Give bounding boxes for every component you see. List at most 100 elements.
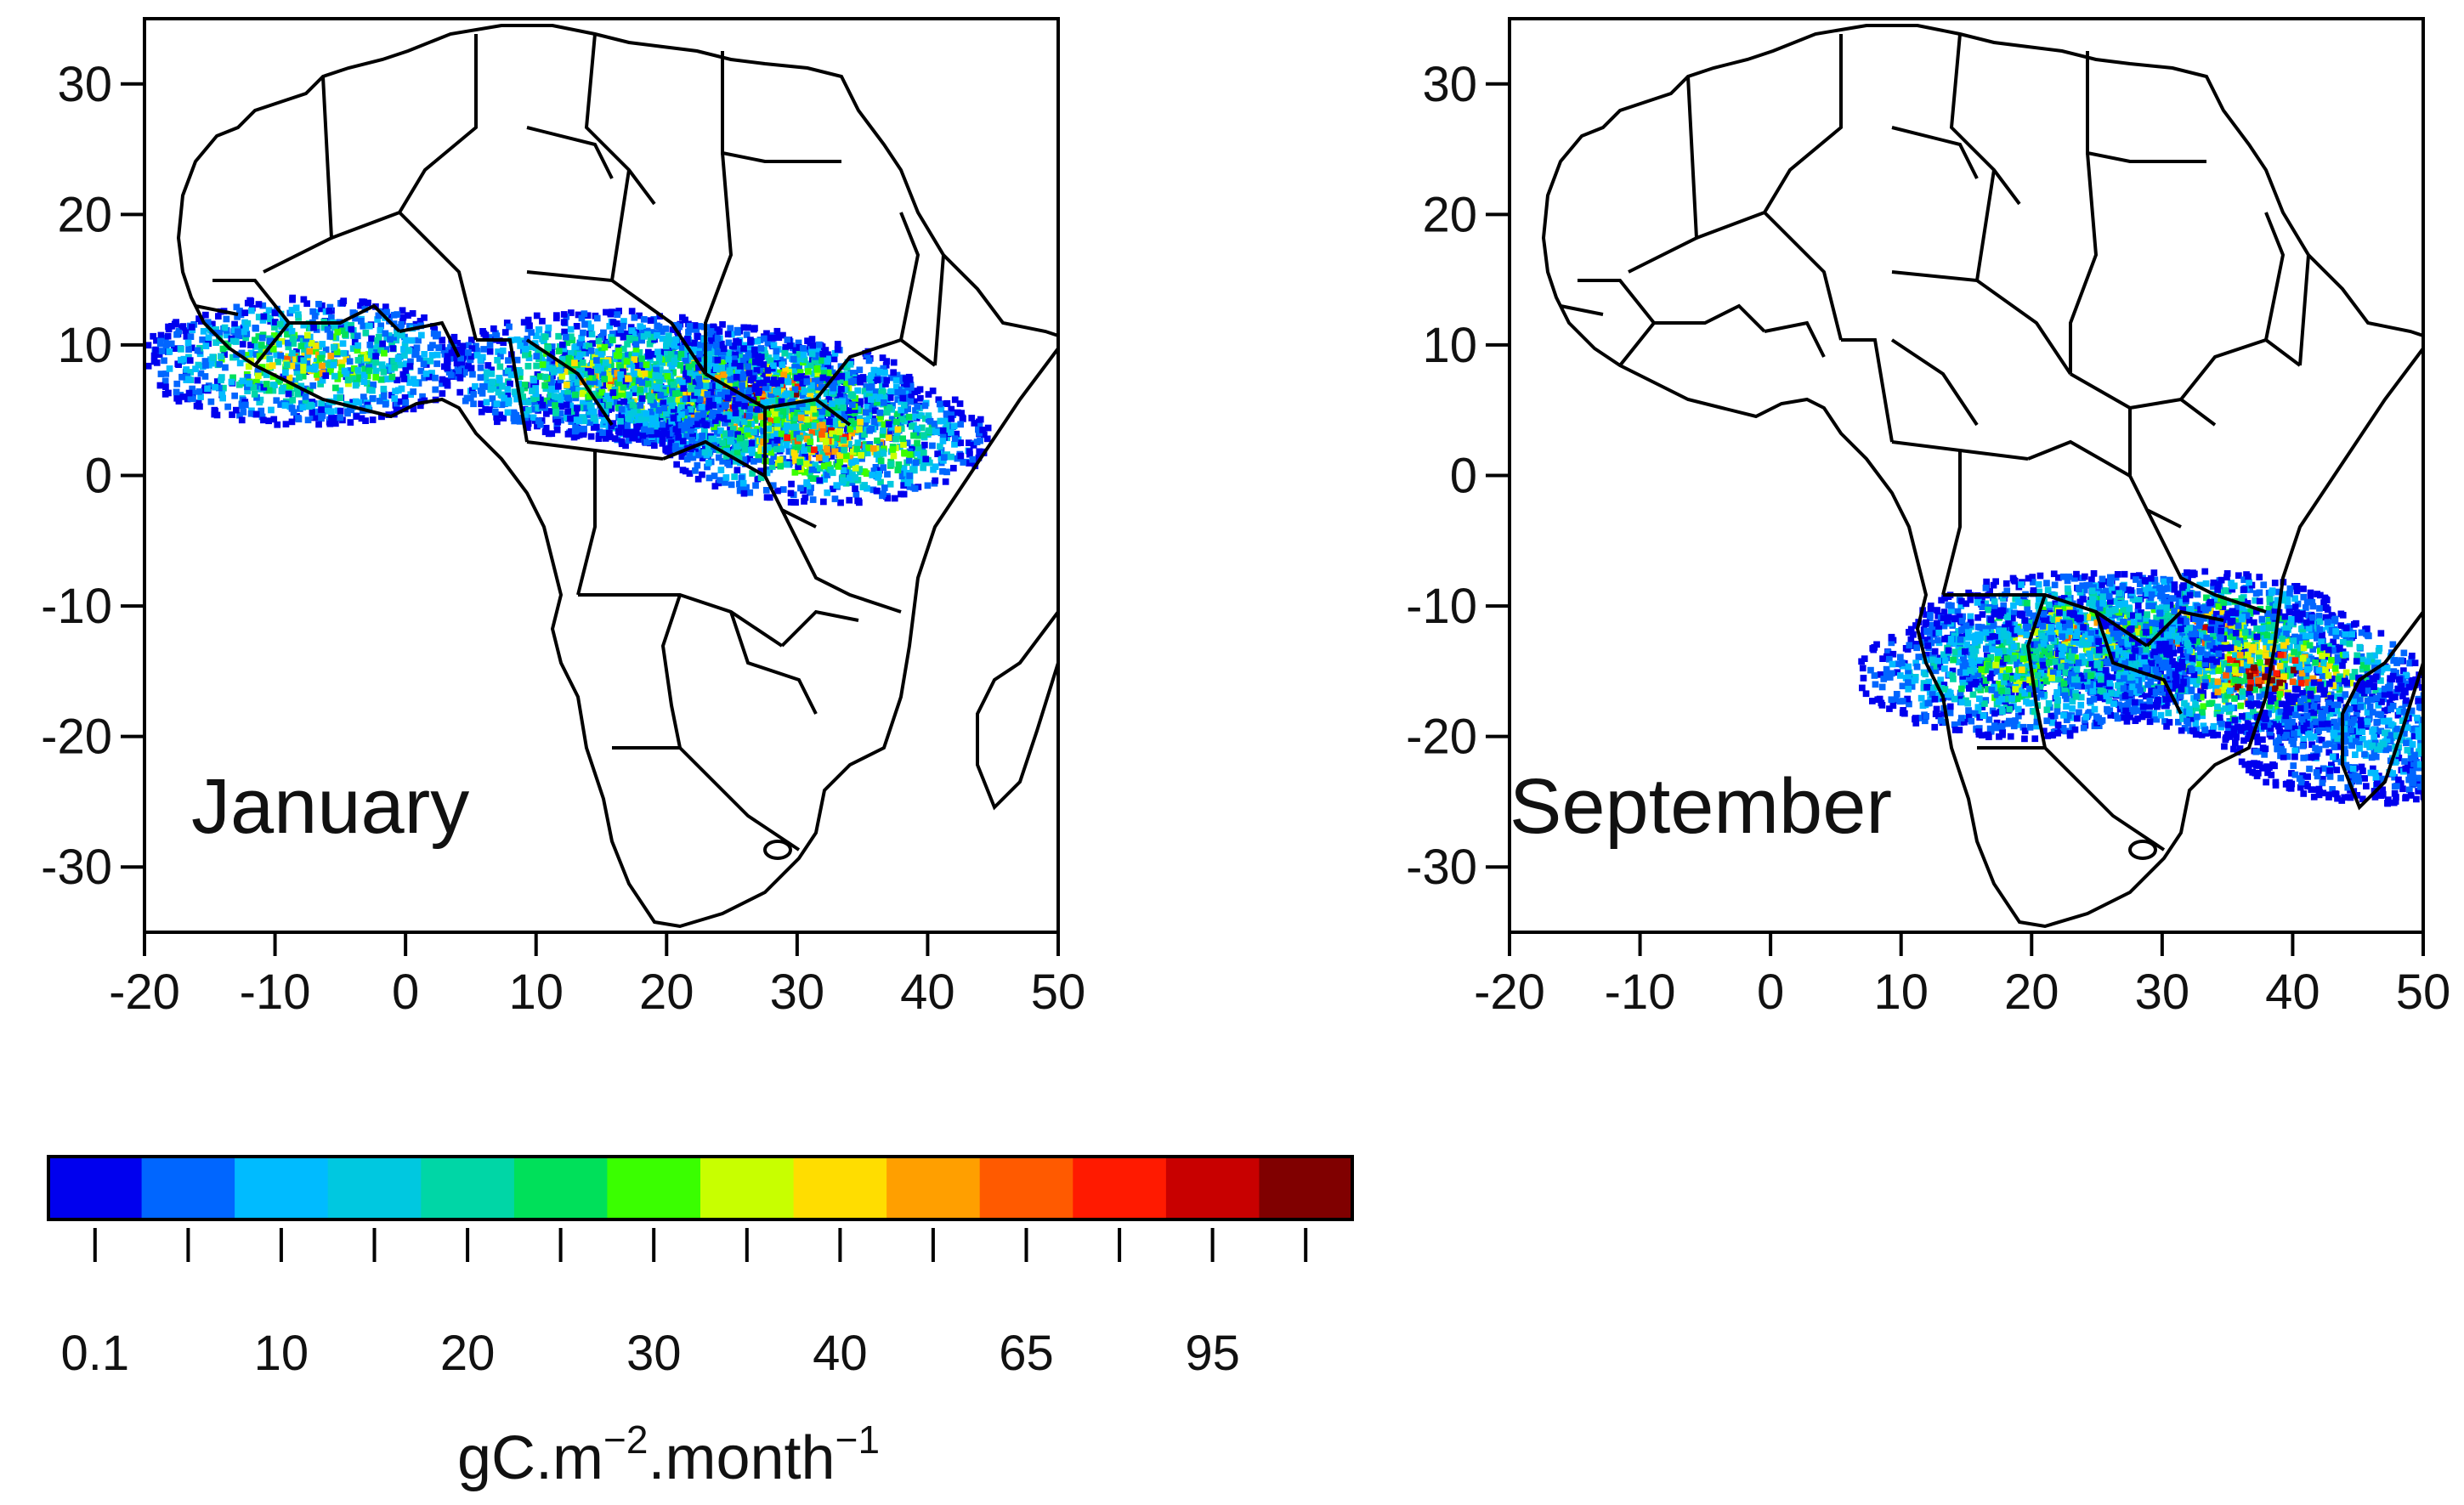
january-fire-pixel xyxy=(354,347,361,354)
january-fire-pixel xyxy=(773,388,779,394)
january-fire-pixel xyxy=(626,335,633,342)
september-fire-pixel xyxy=(2144,580,2152,588)
january-fire-pixel xyxy=(852,485,858,492)
january-fire-pixel xyxy=(872,464,880,471)
january-fire-pixel xyxy=(232,334,240,342)
january-fire-pixel xyxy=(740,363,748,371)
january-fire-pixel xyxy=(939,417,947,425)
january-fire-pixel xyxy=(669,326,677,333)
january-fire-pixel xyxy=(724,460,731,467)
january-fire-pixel xyxy=(481,383,488,390)
january-fire-pixel xyxy=(204,385,211,393)
january-fire-pixel xyxy=(269,382,277,388)
january-fire-pixel xyxy=(897,444,903,450)
january-fire-pixel xyxy=(292,355,299,363)
january-fire-pixel xyxy=(922,455,930,463)
january-fire-pixel xyxy=(265,363,273,371)
january-fire-pixel xyxy=(400,346,407,353)
september-fire-pixel xyxy=(2045,607,2053,614)
january-fire-pixel xyxy=(559,341,566,348)
january-fire-pixel xyxy=(724,331,732,338)
january-fire-pixel xyxy=(613,352,620,359)
january-fire-pixel xyxy=(836,416,844,424)
january-fire-pixel xyxy=(664,372,671,380)
january-fire-pixel xyxy=(662,325,670,332)
january-fire-pixel xyxy=(829,430,835,438)
january-fire-pixel xyxy=(352,314,359,322)
january-fire-pixel xyxy=(444,357,450,365)
january-fire-pixel xyxy=(725,349,733,356)
january-fire-pixel xyxy=(391,395,399,402)
january-fire-pixel xyxy=(684,441,692,448)
january-fire-pixel xyxy=(489,378,496,386)
january-fire-pixel xyxy=(705,474,713,482)
january-fire-pixel xyxy=(951,396,959,404)
january-fire-pixel xyxy=(830,485,836,493)
january-fire-pixel xyxy=(416,355,423,362)
january-fire-pixel xyxy=(258,346,265,354)
january-fire-pixel xyxy=(365,360,372,368)
january-fire-pixel xyxy=(587,368,595,376)
january-fire-pixel xyxy=(229,374,236,382)
january-fire-pixel xyxy=(259,317,267,324)
january-fire-pixel xyxy=(773,437,781,444)
january-fire-pixel xyxy=(456,347,462,354)
january-fire-pixel xyxy=(699,455,706,461)
january-fire-pixel xyxy=(561,328,568,336)
january-fire-pixel xyxy=(722,389,728,396)
january-fire-pixel xyxy=(660,405,668,412)
january-fire-pixel xyxy=(881,484,888,491)
january-fire-pixel xyxy=(688,427,694,434)
january-fire-pixel xyxy=(728,331,735,338)
january-fire-pixel xyxy=(456,375,464,382)
january-fire-pixel xyxy=(768,398,776,405)
january-fire-pixel xyxy=(728,434,734,442)
january-fire-pixel xyxy=(720,415,728,422)
january-fire-pixel xyxy=(398,385,405,393)
january-fire-pixel xyxy=(343,355,350,363)
january-fire-pixel xyxy=(277,352,284,359)
january-fire-pixel xyxy=(670,381,677,388)
january-fire-pixel xyxy=(880,427,886,434)
january-fire-pixel xyxy=(886,394,894,401)
january-fire-pixel xyxy=(297,382,305,390)
january-fire-pixel xyxy=(892,377,900,384)
january-x-tick-label: 40 xyxy=(900,965,955,1020)
january-fire-pixel xyxy=(676,384,683,391)
january-fire-pixel xyxy=(563,401,570,409)
january-fire-pixel xyxy=(970,442,977,449)
january-fire-pixel xyxy=(809,342,816,349)
january-fire-pixel xyxy=(828,411,835,418)
january-fire-pixel xyxy=(239,377,246,385)
january-fire-pixel xyxy=(655,407,663,414)
january-fire-pixel xyxy=(785,418,792,426)
january-fire-pixel xyxy=(877,478,884,486)
january-fire-pixel xyxy=(625,376,632,382)
january-fire-pixel xyxy=(757,467,765,475)
january-fire-pixel xyxy=(654,331,660,339)
january-fire-pixel xyxy=(948,405,955,413)
january-fire-pixel xyxy=(745,363,751,371)
january-fire-pixel xyxy=(818,357,825,365)
january-fire-pixel xyxy=(785,378,792,386)
january-fire-pixel xyxy=(244,388,251,394)
january-fire-pixel xyxy=(463,394,471,402)
january-fire-pixel xyxy=(292,377,299,385)
january-fire-pixel xyxy=(793,402,800,410)
january-fire-pixel xyxy=(756,380,763,387)
january-fire-pixel xyxy=(416,402,424,410)
january-fire-pixel xyxy=(580,416,586,424)
january-fire-pixel xyxy=(615,404,622,411)
january-fire-pixel xyxy=(628,382,635,390)
january-fire-pixel xyxy=(319,412,326,419)
january-fire-pixel xyxy=(789,377,796,385)
january-fire-pixel xyxy=(333,348,341,356)
january-fire-pixel xyxy=(836,458,844,466)
january-fire-pixel xyxy=(288,327,296,335)
january-fire-pixel xyxy=(308,340,315,347)
january-fire-pixel xyxy=(820,498,827,506)
january-fire-pixel xyxy=(517,369,524,376)
january-fire-pixel xyxy=(828,441,835,449)
january-fire-pixel xyxy=(184,376,192,383)
january-fire-pixel xyxy=(683,455,691,463)
